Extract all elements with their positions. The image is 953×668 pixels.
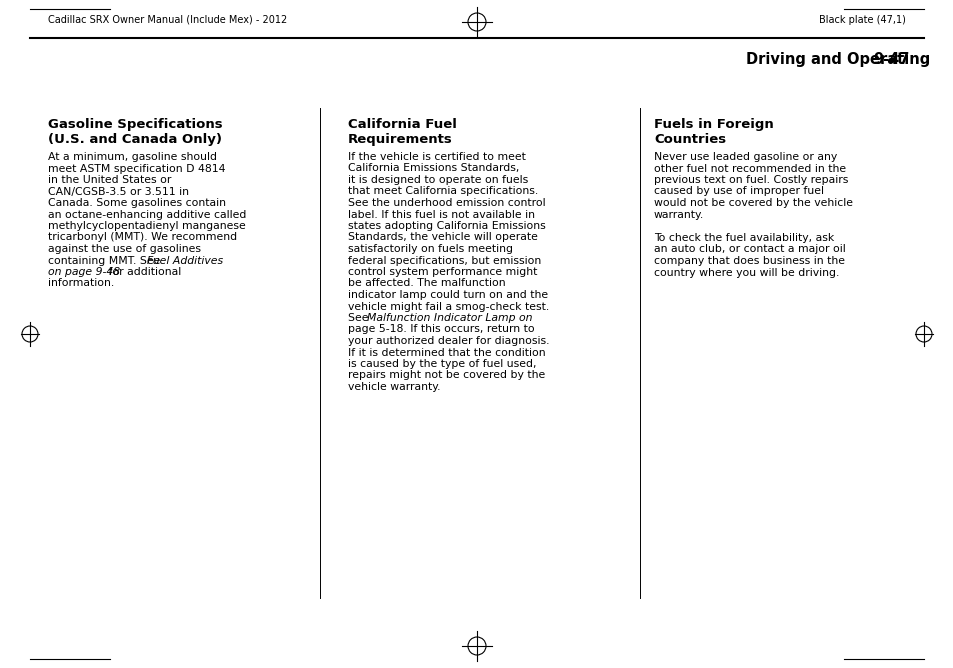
Text: other fuel not recommended in the: other fuel not recommended in the (654, 164, 845, 174)
Text: meet ASTM specification D 4814: meet ASTM specification D 4814 (48, 164, 225, 174)
Text: At a minimum, gasoline should: At a minimum, gasoline should (48, 152, 216, 162)
Text: information.: information. (48, 279, 114, 289)
Text: previous text on fuel. Costly repairs: previous text on fuel. Costly repairs (654, 175, 847, 185)
Text: satisfactorily on fuels meeting: satisfactorily on fuels meeting (348, 244, 513, 254)
Text: Driving and Operating: Driving and Operating (745, 52, 929, 67)
Text: for additional: for additional (105, 267, 181, 277)
Text: vehicle might fail a smog-check test.: vehicle might fail a smog-check test. (348, 301, 549, 311)
Text: states adopting California Emissions: states adopting California Emissions (348, 221, 545, 231)
Text: control system performance might: control system performance might (348, 267, 537, 277)
Text: See: See (348, 313, 372, 323)
Text: caused by use of improper fuel: caused by use of improper fuel (654, 186, 823, 196)
Text: your authorized dealer for diagnosis.: your authorized dealer for diagnosis. (348, 336, 549, 346)
Text: To check the fuel availability, ask: To check the fuel availability, ask (654, 233, 833, 243)
Text: CAN/CGSB-3.5 or 3.511 in: CAN/CGSB-3.5 or 3.511 in (48, 186, 189, 196)
Text: federal specifications, but emission: federal specifications, but emission (348, 255, 540, 265)
Text: Never use leaded gasoline or any: Never use leaded gasoline or any (654, 152, 837, 162)
Text: label. If this fuel is not available in: label. If this fuel is not available in (348, 210, 535, 220)
Text: Requirements: Requirements (348, 133, 453, 146)
Text: company that does business in the: company that does business in the (654, 256, 844, 266)
Text: tricarbonyl (MMT). We recommend: tricarbonyl (MMT). We recommend (48, 232, 237, 242)
Text: vehicle warranty.: vehicle warranty. (348, 382, 440, 392)
Text: containing MMT. See: containing MMT. See (48, 255, 164, 265)
Text: Fuel Additives: Fuel Additives (147, 255, 223, 265)
Text: If it is determined that the condition: If it is determined that the condition (348, 347, 545, 357)
Text: Gasoline Specifications: Gasoline Specifications (48, 118, 222, 131)
Text: Malfunction Indicator Lamp on: Malfunction Indicator Lamp on (367, 313, 532, 323)
Text: against the use of gasolines: against the use of gasolines (48, 244, 201, 254)
Text: Countries: Countries (654, 133, 725, 146)
Text: See the underhood emission control: See the underhood emission control (348, 198, 545, 208)
Text: Cadillac SRX Owner Manual (Include Mex) - 2012: Cadillac SRX Owner Manual (Include Mex) … (48, 15, 287, 25)
Text: Canada. Some gasolines contain: Canada. Some gasolines contain (48, 198, 226, 208)
Text: an auto club, or contact a major oil: an auto club, or contact a major oil (654, 244, 845, 255)
Text: that meet California specifications.: that meet California specifications. (348, 186, 537, 196)
Text: 9-47: 9-47 (873, 52, 909, 67)
Text: indicator lamp could turn on and the: indicator lamp could turn on and the (348, 290, 548, 300)
Text: California Fuel: California Fuel (348, 118, 456, 131)
Text: (U.S. and Canada Only): (U.S. and Canada Only) (48, 133, 222, 146)
Text: would not be covered by the vehicle: would not be covered by the vehicle (654, 198, 852, 208)
Text: page 5-18. If this occurs, return to: page 5-18. If this occurs, return to (348, 325, 534, 335)
Text: California Emissions Standards,: California Emissions Standards, (348, 164, 518, 174)
Text: warranty.: warranty. (654, 210, 703, 220)
Text: Fuels in Foreign: Fuels in Foreign (654, 118, 773, 131)
Text: Standards, the vehicle will operate: Standards, the vehicle will operate (348, 232, 537, 242)
Text: on page 9-48: on page 9-48 (48, 267, 120, 277)
Text: repairs might not be covered by the: repairs might not be covered by the (348, 371, 545, 381)
Text: an octane-enhancing additive called: an octane-enhancing additive called (48, 210, 246, 220)
Text: it is designed to operate on fuels: it is designed to operate on fuels (348, 175, 528, 185)
Text: is caused by the type of fuel used,: is caused by the type of fuel used, (348, 359, 536, 369)
Text: country where you will be driving.: country where you will be driving. (654, 267, 839, 277)
Text: in the United States or: in the United States or (48, 175, 172, 185)
Text: be affected. The malfunction: be affected. The malfunction (348, 279, 505, 289)
Text: Black plate (47,1): Black plate (47,1) (819, 15, 905, 25)
Text: If the vehicle is certified to meet: If the vehicle is certified to meet (348, 152, 525, 162)
Text: methylcyclopentadienyl manganese: methylcyclopentadienyl manganese (48, 221, 246, 231)
